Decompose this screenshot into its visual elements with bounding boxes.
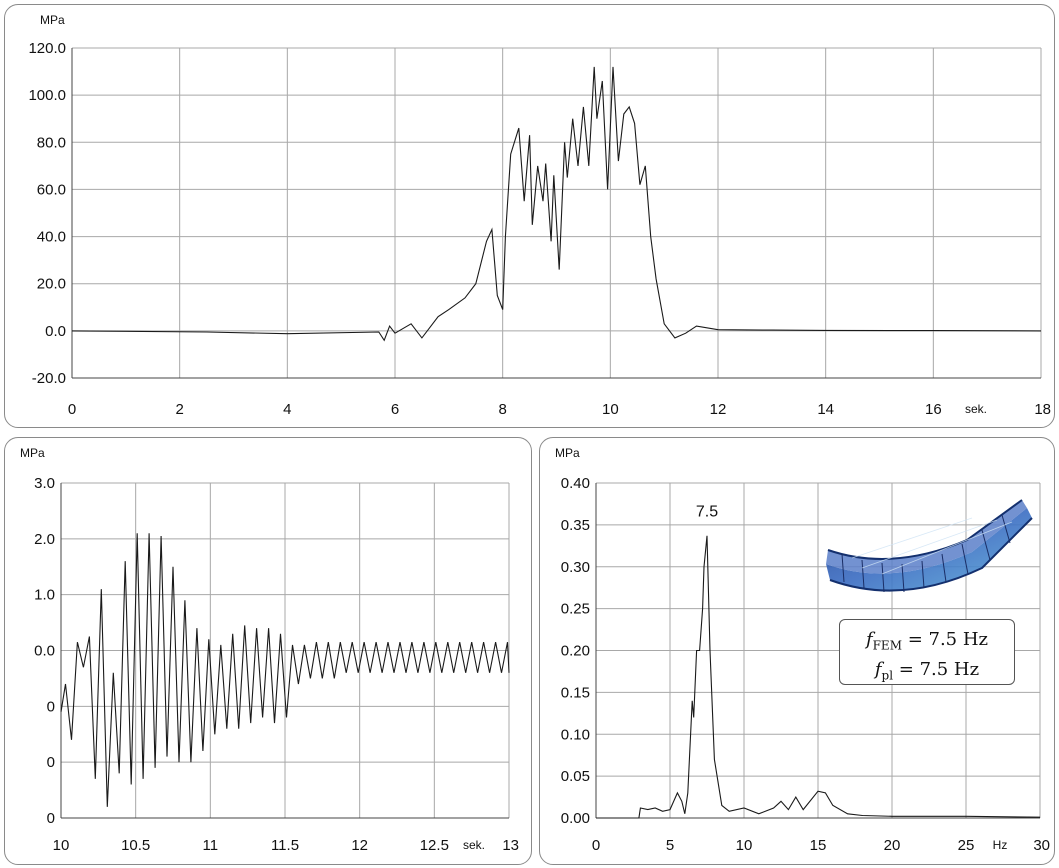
x-unit-label: sek.	[463, 838, 485, 852]
y-tick-label: 120.0	[28, 40, 66, 57]
x-tick-label: 20	[884, 837, 901, 854]
x-tick-label: 13	[502, 837, 519, 854]
x-tick-label: 14	[817, 401, 834, 418]
y-tick-label: 0.0	[34, 643, 55, 660]
y-tick-label: -20.0	[32, 370, 66, 387]
x-tick-label: 12.5	[420, 837, 449, 854]
x-tick-label: 10	[53, 837, 70, 854]
x-tick-label: 11.5	[271, 837, 299, 854]
y-tick-label: 0.0	[45, 323, 66, 340]
y-tick-label: 40.0	[37, 229, 66, 246]
x-tick-label: 0	[592, 837, 600, 854]
series-line	[596, 535, 1041, 819]
y-tick-label: 0.00	[561, 810, 590, 827]
y-tick-label: 0.25	[561, 601, 590, 618]
y-tick-label: 0.05	[561, 768, 590, 785]
y-tick-label: 60.0	[37, 181, 66, 198]
x-tick-label: 12	[710, 401, 727, 418]
y-tick-label: 0	[47, 698, 55, 715]
x-tick-label: 15	[810, 837, 827, 854]
x-tick-label: 30	[1033, 837, 1050, 854]
y-tick-label: 0.40	[561, 475, 590, 492]
y-tick-label: 80.0	[37, 134, 66, 151]
formula-pl: fpl = 7.5 Hz	[874, 658, 980, 683]
frequency-formula-box: fFEM = 7.5 Hz fpl = 7.5 Hz	[839, 619, 1015, 685]
x-tick-label: 25	[958, 837, 975, 854]
x-tick-label: 0	[68, 401, 76, 418]
y-tick-label: 20.0	[37, 276, 66, 293]
x-tick-label: 11	[203, 837, 219, 854]
chart-0: -20.0 0.0 20.0 40.0 60.0 80.0 100.0 120.0 0 2 4 6 8 1…	[28, 13, 1051, 418]
x-tick-label: 12	[351, 837, 368, 854]
x-unit-label: Hz	[993, 838, 1008, 852]
chart-2: 0.00 0.05 0.10 0.15 0.20 0.25 0.30 0.35 0.40 0 5 10…	[555, 446, 1050, 854]
x-tick-label: 2	[175, 401, 183, 418]
y-tick-label: 1.0	[34, 587, 55, 604]
y-tick-label: 0.15	[561, 684, 590, 701]
x-tick-label: 18	[1034, 401, 1051, 418]
y-tick-label: 0.35	[561, 517, 590, 534]
y-tick-label: 100.0	[28, 87, 66, 104]
y-tick-label: 3.0	[34, 475, 55, 492]
x-tick-label: 10	[602, 401, 619, 418]
x-tick-label: 16	[925, 401, 942, 418]
y-unit-label: MPa	[555, 446, 580, 460]
peak-annotation: 7.5	[696, 504, 718, 521]
x-tick-label: 10.5	[121, 837, 150, 854]
y-unit-label: MPa	[20, 446, 45, 460]
y-tick-label: 0.10	[561, 726, 590, 743]
x-unit-label: sek.	[965, 402, 987, 416]
x-tick-label: 4	[283, 401, 291, 418]
y-tick-label: 0.20	[561, 643, 590, 660]
x-tick-label: 10	[736, 837, 753, 854]
x-tick-label: 5	[666, 837, 674, 854]
series-line	[60, 533, 510, 807]
x-tick-label: 6	[391, 401, 399, 418]
y-tick-label: 2.0	[34, 531, 55, 548]
chart-1: 0 0 0 0.0 1.0 2.0 3.0 10 10.5 11 11.5 12 12.5 13 MPa se…	[20, 446, 519, 854]
series-line	[71, 66, 1042, 342]
y-tick-label: 0	[47, 754, 55, 771]
y-tick-label: 0.30	[561, 559, 590, 576]
x-tick-label: 8	[498, 401, 506, 418]
y-unit-label: MPa	[40, 13, 65, 27]
bridge-model-image	[826, 499, 1033, 593]
y-tick-label: 0	[47, 810, 55, 827]
formula-fem: fFEM = 7.5 Hz	[865, 629, 989, 653]
